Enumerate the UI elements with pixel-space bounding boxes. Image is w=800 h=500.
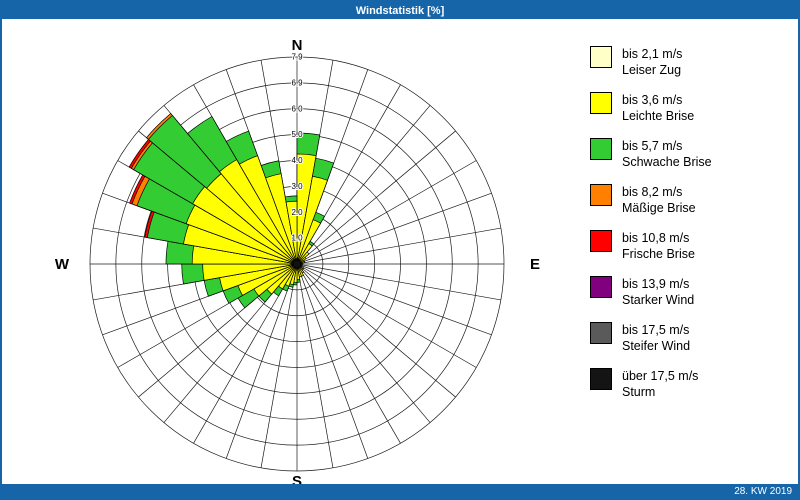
- svg-text:2.0: 2.0: [291, 208, 303, 217]
- svg-text:3.0: 3.0: [291, 182, 303, 191]
- legend-item: über 17,5 m/s Sturm: [590, 368, 712, 400]
- legend-item: bis 13,9 m/s Starker Wind: [590, 276, 712, 308]
- footer-bar: 28. KW 2019: [2, 484, 798, 498]
- compass-label-north: N: [292, 37, 303, 54]
- radial-axis-labels: 1.0 2.0 3.0 4.0 5.0 6.0 6.9 7.9: [290, 52, 304, 244]
- legend-range: bis 3,6 m/s: [622, 93, 683, 107]
- legend-item: bis 10,8 m/s Frische Brise: [590, 230, 712, 262]
- legend-name: Leiser Zug: [622, 63, 682, 77]
- legend-range: bis 5,7 m/s: [622, 139, 683, 153]
- wind-sectors: [128, 112, 335, 309]
- legend-name: Mäßige Brise: [622, 201, 696, 215]
- legend-name: Schwache Brise: [622, 155, 712, 169]
- legend-swatch-frische-brise: [590, 230, 612, 252]
- compass-label-south: S: [292, 473, 302, 490]
- legend-label: bis 13,9 m/s Starker Wind: [622, 276, 694, 308]
- legend-swatch-steifer-wind: [590, 322, 612, 344]
- legend-swatch-maessige-brise: [590, 184, 612, 206]
- legend-range: bis 8,2 m/s: [622, 185, 683, 199]
- legend-swatch-leiser-zug: [590, 46, 612, 68]
- legend-range: bis 2,1 m/s: [622, 47, 683, 61]
- legend-swatch-sturm: [590, 368, 612, 390]
- legend-name: Frische Brise: [622, 247, 695, 261]
- legend-name: Starker Wind: [622, 293, 695, 307]
- page-title: Windstatistik [%]: [355, 4, 445, 17]
- legend-swatch-starker-wind: [590, 276, 612, 298]
- legend-label: bis 10,8 m/s Frische Brise: [622, 230, 695, 262]
- wind-speed-legend: bis 2,1 m/s Leiser Zug bis 3,6 m/s Leich…: [590, 46, 712, 414]
- svg-text:5.0: 5.0: [291, 130, 303, 139]
- legend-label: bis 17,5 m/s Steifer Wind: [622, 322, 690, 354]
- legend-swatch-leichte-brise: [590, 92, 612, 114]
- legend-range: bis 13,9 m/s: [622, 277, 690, 291]
- title-bar: Windstatistik [%]: [2, 2, 798, 19]
- legend-item: bis 2,1 m/s Leiser Zug: [590, 46, 712, 78]
- legend-label: bis 5,7 m/s Schwache Brise: [622, 138, 712, 170]
- legend-item: bis 5,7 m/s Schwache Brise: [590, 138, 712, 170]
- legend-item: bis 8,2 m/s Mäßige Brise: [590, 184, 712, 216]
- legend-label: bis 8,2 m/s Mäßige Brise: [622, 184, 696, 216]
- legend-item: bis 3,6 m/s Leichte Brise: [590, 92, 712, 124]
- legend-range: bis 17,5 m/s: [622, 323, 690, 337]
- legend-name: Steifer Wind: [622, 339, 691, 353]
- legend-name: Leichte Brise: [622, 109, 695, 123]
- compass-label-east: E: [530, 256, 540, 273]
- svg-text:6.0: 6.0: [291, 104, 303, 113]
- calendar-week-label: 28. KW 2019: [734, 485, 792, 497]
- svg-text:1.0: 1.0: [291, 234, 303, 243]
- legend-label: bis 2,1 m/s Leiser Zug: [622, 46, 682, 78]
- svg-text:6.9: 6.9: [291, 78, 303, 87]
- compass-label-west: W: [55, 256, 70, 273]
- legend-label: bis 3,6 m/s Leichte Brise: [622, 92, 694, 124]
- legend-label: über 17,5 m/s Sturm: [622, 368, 698, 400]
- legend-range: bis 10,8 m/s: [622, 231, 690, 245]
- legend-swatch-schwache-brise: [590, 138, 612, 160]
- legend-range: über 17,5 m/s: [622, 369, 699, 383]
- svg-text:7.9: 7.9: [291, 53, 303, 62]
- legend-item: bis 17,5 m/s Steifer Wind: [590, 322, 712, 354]
- svg-text:4.0: 4.0: [291, 156, 303, 165]
- legend-name: Sturm: [622, 385, 656, 399]
